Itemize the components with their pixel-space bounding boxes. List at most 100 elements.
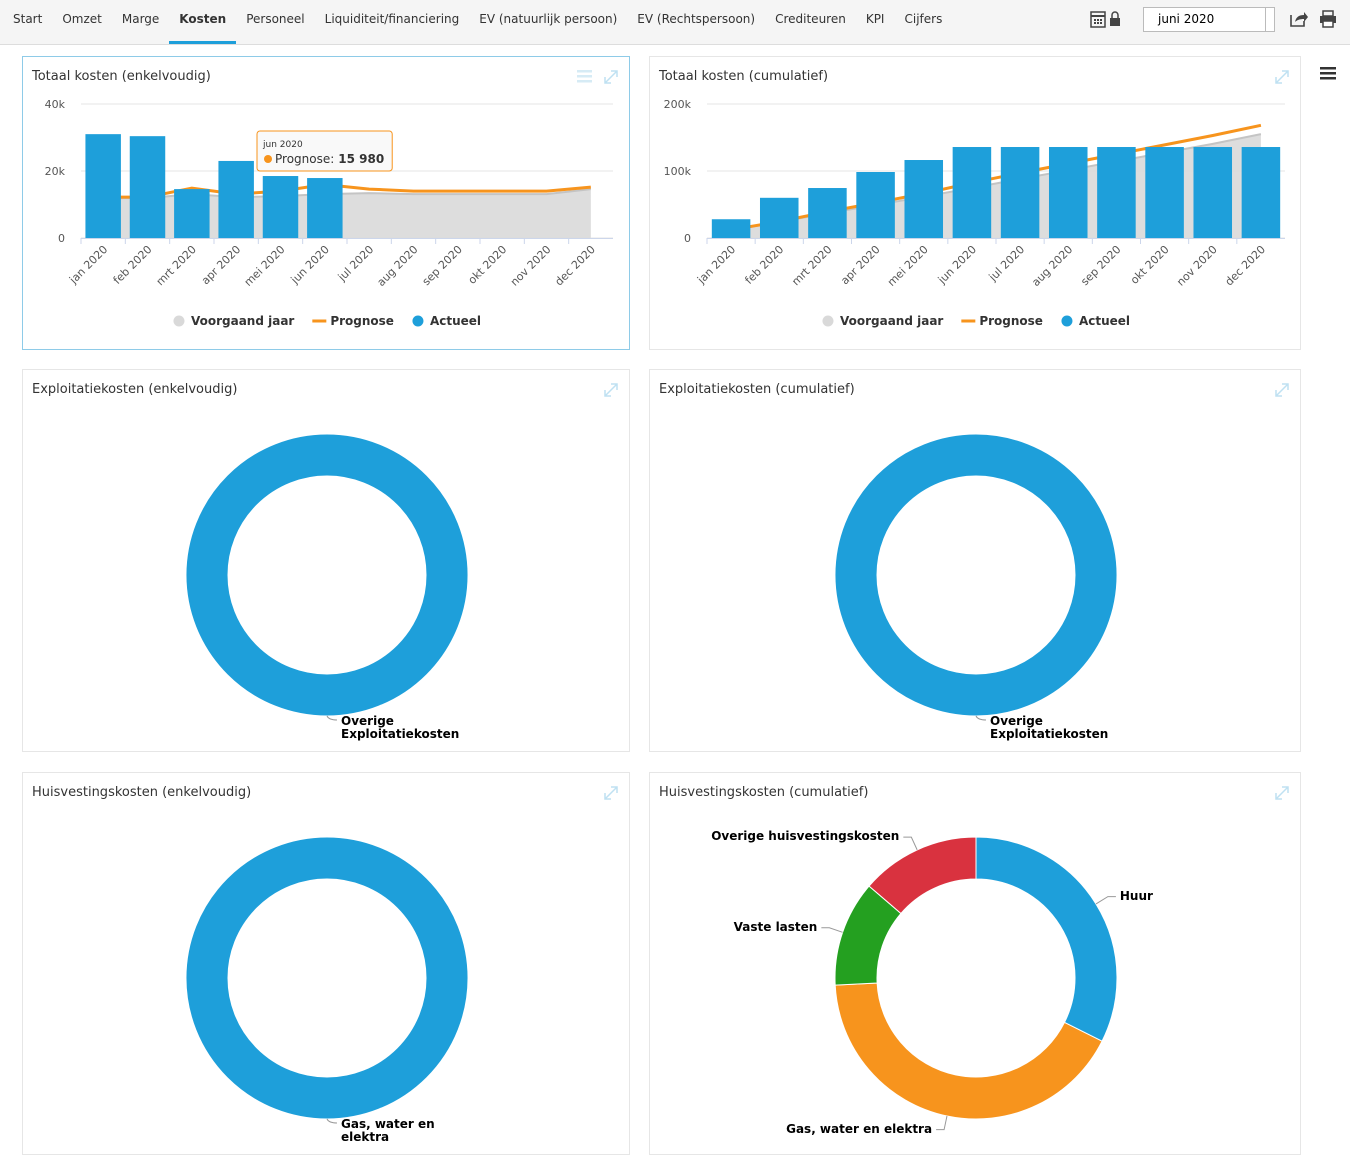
bar [1241,147,1281,238]
chart: Exploitatiekosten (cumulatief) [659,382,1289,721]
y-tick-label: 100k [664,165,692,178]
label-connector [975,715,987,721]
nav-tab[interactable]: Personeel [246,12,305,26]
expand-icon[interactable] [604,70,618,84]
bar [129,136,166,238]
legend-swatch [173,315,185,327]
nav-tab[interactable]: Marge [121,12,160,26]
tooltip-label: Prognose: [275,152,334,166]
x-tick-label: mrt 2020 [789,243,834,288]
expand-icon[interactable] [1275,786,1289,800]
legend-item[interactable]: Prognose [312,314,394,328]
legend-swatch [961,319,976,323]
expand-icon[interactable] [1275,70,1289,84]
legend-item[interactable]: Prognose [961,314,1043,328]
menu-icon[interactable] [1319,66,1339,82]
chart-panel: Exploitatiekosten (cumulatief) Overige Ex… [649,369,1301,752]
y-tick-label: 0 [58,232,65,245]
tooltip-title: jun 2020 [262,140,303,150]
menu-line [577,80,592,83]
legend-item[interactable]: Voorgaand jaar [173,314,294,328]
x-tick-label: jul 2020 [986,243,1027,284]
expand-arrow [604,786,618,800]
nav-tab[interactable]: EV (natuurlijk persoon) [479,12,618,26]
nav-tab[interactable]: Start [13,12,43,26]
nav-tab[interactable]: Crediteuren [775,12,846,26]
legend-swatch [312,319,327,323]
x-tick-label: mei 2020 [242,243,288,289]
x-tick-label: sep 2020 [420,243,465,288]
bar [262,176,299,238]
x-tick-label: nov 2020 [1174,243,1220,289]
chart-title: Totaal kosten (enkelvoudig) [31,69,211,84]
nav-tab[interactable]: Cijfers [904,12,943,26]
legend-item[interactable]: Actueel [412,314,481,328]
bar [711,219,751,238]
period-select[interactable]: juni 2020 [1143,7,1275,32]
expand-icon[interactable] [604,786,618,800]
menu-icon[interactable] [577,70,592,83]
bar [759,197,799,238]
legend-label: Prognose [330,314,394,328]
chart-title: Exploitatiekosten (enkelvoudig) [32,382,237,397]
expand-arrow [604,70,618,84]
pie-label: Overige Exploitatiekosten [341,714,460,741]
expand-arrow [1275,70,1289,84]
y-tick-label: 0 [684,232,691,245]
chart: Totaal kosten (enkelvoudig) 0 20k 40k jan 20… [31,69,618,328]
chart: Huisvestingskosten (enkelvoudig) [32,785,618,1124]
chart-title: Totaal kosten (cumulatief) [658,69,828,84]
bar [1097,147,1136,238]
nav-tab[interactable]: EV (Rechtspersoon) [637,12,756,26]
x-tick-label: jun 2020 [288,243,332,287]
pie-label: Huur [1119,888,1153,903]
nav-tab[interactable]: Liquiditeit/financiering [324,12,460,26]
bar [307,178,343,238]
x-tick-label: apr 2020 [838,243,882,287]
x-tick-label: aug 2020 [375,243,421,289]
bar [808,188,847,238]
label-connector [326,1118,338,1124]
tooltip-value: 15 980 [338,152,384,166]
pie-label: Overige Exploitatiekosten [990,714,1109,741]
expand-icon[interactable] [604,383,618,397]
x-tick-label: okt 2020 [466,243,510,287]
y-tick-label: 200k [664,98,692,111]
bar [1000,147,1040,238]
pie-slice [975,836,1118,1042]
bar [174,189,210,238]
chart-panel: Exploitatiekosten (enkelvoudig) Overige E… [22,369,630,752]
pie-label: Gas, water en elektra [341,1117,435,1144]
x-tick-label: jun 2020 [935,243,979,287]
pie-label: Gas, water en elektra [786,1121,933,1136]
nav-tab[interactable]: Kosten [169,0,237,44]
nav-tab[interactable]: Omzet [62,12,102,26]
menu-line [577,70,592,73]
tooltip-box [256,130,393,172]
share-print-icons[interactable] [1288,9,1348,31]
chart: Totaal kosten (cumulatief) 0 100k 200k jan 2… [658,69,1289,328]
tooltip-dot [264,155,272,163]
legend-swatch [822,315,834,327]
chart-panel: Totaal kosten (cumulatief) 0 100k 200k jan 2… [649,56,1301,350]
legend-item[interactable]: Voorgaand jaar [822,314,943,328]
x-tick-label: aug 2020 [1029,243,1075,289]
label-connector [326,715,338,721]
nav-bar: Start Omzet Marge Kosten Personeel Liquiditei… [0,0,1350,45]
expand-arrow [604,383,618,397]
label-connector [1095,896,1116,905]
chart-panel: Totaal kosten (enkelvoudig) 0 20k 40k jan 20… [22,56,630,350]
expand-icon[interactable] [1275,383,1289,397]
chart-title: Huisvestingskosten (enkelvoudig) [32,785,251,800]
pie-slice [868,836,977,915]
bar [904,160,944,238]
legend-item[interactable]: Actueel [1061,314,1130,328]
bar [1048,147,1088,238]
bar [85,134,121,238]
pie-slice [834,982,1103,1120]
expand-arrow [1275,786,1289,800]
nav-tab[interactable]: KPI [865,12,885,26]
legend-label: Voorgaand jaar [840,314,943,328]
calendar-lock-icons[interactable] [1089,9,1129,31]
